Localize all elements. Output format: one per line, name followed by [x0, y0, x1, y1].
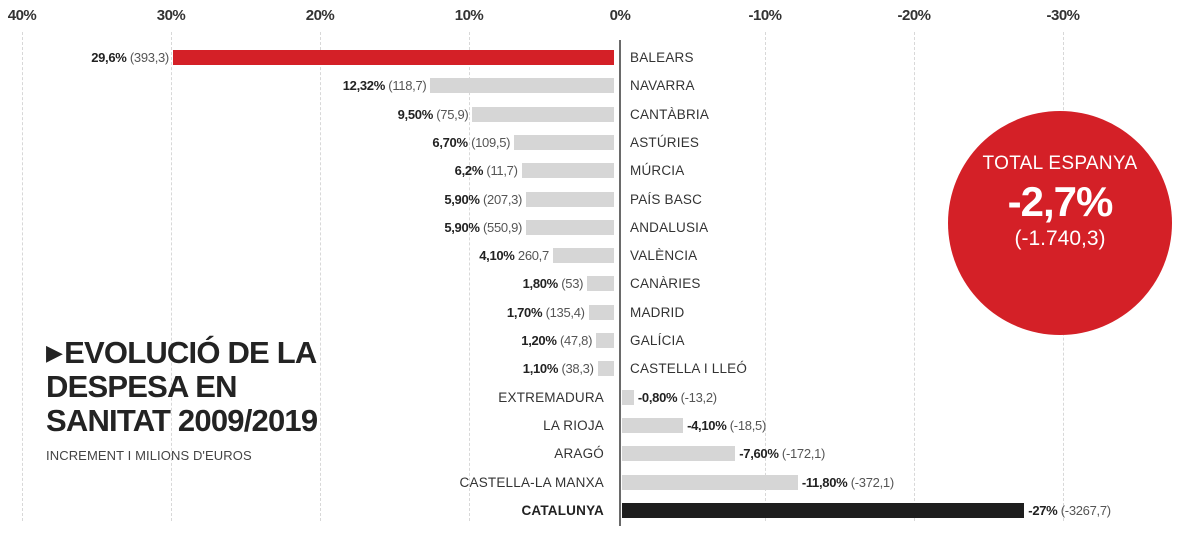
chart-title-block: ▶EVOLUCIÓ DE LA DESPESA EN SANITAT 2009/… — [46, 335, 366, 464]
x-tick-label: 40% — [7, 7, 37, 24]
bar-andalusia — [526, 220, 614, 235]
x-tick-label: 10% — [454, 7, 484, 24]
region-label: BALEARS — [630, 50, 694, 65]
region-label: MÚRCIA — [630, 163, 685, 178]
region-label: MADRID — [630, 305, 685, 320]
bar-ast-ries — [514, 135, 614, 150]
bar-pa-s-basc — [526, 192, 614, 207]
x-tick-label: -10% — [748, 7, 782, 24]
value-label: 1,70% (135,4) — [506, 305, 585, 320]
zero-axis-line — [619, 40, 621, 526]
region-label: GALÍCIA — [630, 333, 685, 348]
bar-m-rcia — [521, 163, 614, 178]
region-label: ASTÚRIES — [630, 135, 700, 150]
value-label: 5,90% (207,3) — [444, 192, 523, 207]
bar-balears — [172, 50, 614, 65]
total-percent: -2,7% — [1007, 178, 1114, 225]
value-label: 29,6% (393,3) — [91, 50, 169, 65]
x-tick-label: 0% — [609, 7, 631, 24]
value-label: 6,70% (109,5) — [432, 135, 511, 150]
value-label: 1,20% (47,8) — [521, 333, 593, 348]
x-tick-label: 30% — [156, 7, 186, 24]
region-label: ANDALUSIA — [630, 220, 709, 235]
region-label: CASTELLA-LA MANXA — [459, 475, 604, 490]
value-label: 1,80% (53) — [522, 276, 584, 291]
bar-catalunya — [622, 503, 1025, 518]
triangle-right-icon: ▶ — [46, 340, 63, 365]
value-label: -11,80% (-372,1) — [801, 475, 894, 490]
region-label: LA RIOJA — [543, 418, 604, 433]
value-label: -0,80% (-13,2) — [637, 390, 717, 405]
gridline — [765, 32, 766, 521]
bar-madrid — [588, 305, 614, 320]
value-label: 4,10% 260,7 — [479, 248, 549, 263]
value-label: -4,10% (-18,5) — [687, 418, 766, 433]
region-label: PAÍS BASC — [630, 192, 703, 207]
region-label: VALÈNCIA — [630, 248, 698, 263]
total-label: TOTAL ESPANYA — [982, 153, 1138, 174]
region-label: CATALUNYA — [521, 503, 604, 518]
region-label: CANÀRIES — [630, 276, 701, 291]
bar-gal-cia — [596, 333, 614, 348]
value-label: 6,2% (11,7) — [454, 163, 518, 178]
region-label: CANTÀBRIA — [630, 107, 710, 122]
total-spain-badge: TOTAL ESPANYA -2,7% (-1.740,3) — [948, 111, 1172, 335]
gridline — [22, 32, 23, 521]
region-label: ARAGÓ — [554, 446, 604, 461]
chart-subtitle: INCREMENT I MILIONS D'EUROS — [46, 448, 252, 463]
bar-la-rioja — [622, 418, 684, 433]
x-tick-label: 20% — [305, 7, 335, 24]
value-label: 12,32% (118,7) — [342, 78, 427, 93]
x-tick-label: -20% — [897, 7, 931, 24]
gridline — [914, 32, 915, 521]
value-label: 9,50% (75,9) — [397, 107, 469, 122]
gridline — [320, 32, 321, 521]
total-amount: (-1.740,3) — [1014, 227, 1106, 250]
region-label: NAVARRA — [630, 78, 695, 93]
value-label: -27% (-3267,7) — [1028, 503, 1111, 518]
bar-castella-la-manxa — [622, 475, 798, 490]
value-label: 1,10% (38,3) — [522, 361, 594, 376]
gridline — [469, 32, 470, 521]
chart-title: ▶EVOLUCIÓ DE LA DESPESA EN SANITAT 2009/… — [46, 335, 318, 438]
bar-val-ncia — [552, 248, 614, 263]
value-label: -7,60% (-172,1) — [739, 446, 826, 461]
bar-castella-i-lle- — [597, 361, 614, 376]
x-tick-label: -30% — [1046, 7, 1080, 24]
bar-can-ries — [587, 276, 614, 291]
region-label: EXTREMADURA — [498, 390, 604, 405]
value-label: 5,90% (550,9) — [444, 220, 523, 235]
region-label: CASTELLA I LLEÓ — [630, 361, 748, 376]
bar-arag- — [622, 446, 736, 461]
bar-cant-bria — [472, 107, 614, 122]
bar-extremadura — [622, 390, 634, 405]
gridline — [171, 32, 172, 521]
bar-navarra — [430, 78, 614, 93]
